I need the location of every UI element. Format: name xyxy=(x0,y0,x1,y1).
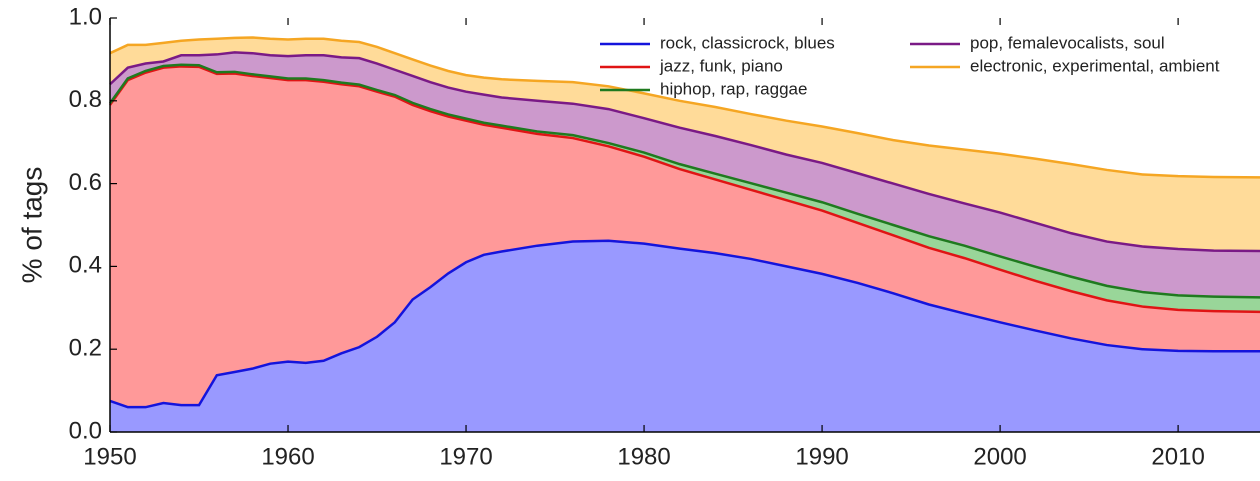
x-tick-label: 1990 xyxy=(795,443,848,470)
y-axis-label: % of tags xyxy=(16,167,47,284)
legend-label: pop, femalevocalists, soul xyxy=(970,33,1165,52)
area-line xyxy=(109,239,1260,409)
legend-label: jazz, funk, piano xyxy=(659,56,783,75)
y-tick-label: 0.8 xyxy=(69,86,102,113)
x-tick-label: 2000 xyxy=(973,443,1026,470)
area-fill xyxy=(110,52,1260,298)
area-fill xyxy=(110,66,1260,408)
area-line xyxy=(109,36,1260,179)
x-tick-label: 2010 xyxy=(1151,443,1204,470)
x-tick-label: 1980 xyxy=(617,443,670,470)
x-tick-label: 1960 xyxy=(261,443,314,470)
x-tick-label: 1970 xyxy=(439,443,492,470)
y-tick-label: 0.6 xyxy=(69,169,102,196)
legend-label: rock, classicrock, blues xyxy=(660,33,835,52)
y-tick-label: 0.4 xyxy=(69,252,102,279)
areas xyxy=(110,37,1260,432)
y-tick-label: 1.0 xyxy=(69,3,102,30)
y-tick-label: 0.2 xyxy=(69,335,102,362)
area-fill xyxy=(110,64,1260,312)
area-line xyxy=(109,51,1260,253)
area-line xyxy=(108,65,1260,314)
y-tick-label: 0.0 xyxy=(69,417,102,444)
legend-label: hiphop, rap, raggae xyxy=(660,79,807,98)
area-fill xyxy=(110,37,1260,252)
area-line xyxy=(108,63,1260,299)
legend-label: electronic, experimental, ambient xyxy=(970,56,1220,75)
area-fill xyxy=(110,240,1260,432)
lines xyxy=(108,36,1260,409)
x-tick-label: 1950 xyxy=(83,443,136,470)
